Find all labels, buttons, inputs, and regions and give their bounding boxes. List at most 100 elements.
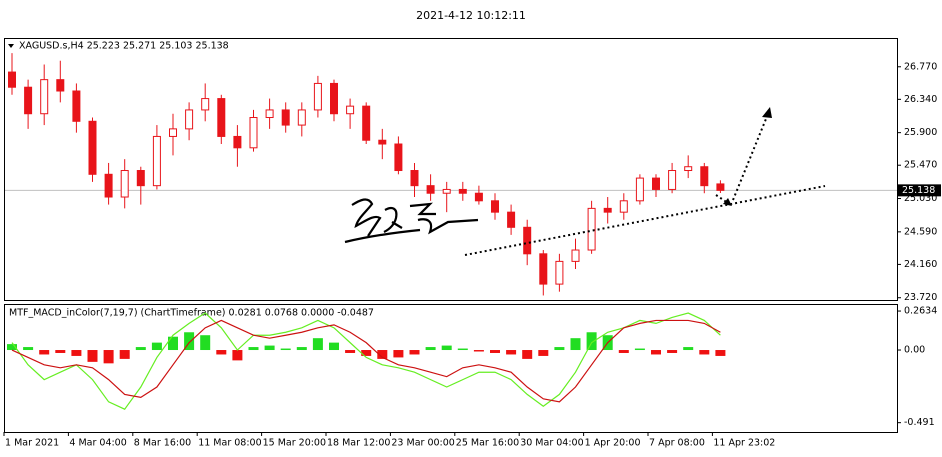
histogram-bar	[216, 350, 227, 355]
candle-body	[72, 90, 81, 122]
candle-body	[249, 117, 258, 149]
x-tick-label: 11 Apr 23:02	[713, 438, 775, 449]
indicator-header: MTF_MACD_inColor(7,19,7) (ChartTimeframe…	[9, 308, 374, 319]
indicator-pane	[4, 304, 898, 433]
histogram-bar	[441, 345, 452, 351]
histogram-bar	[490, 350, 500, 353]
candle-body	[603, 207, 612, 213]
candle-body	[169, 128, 177, 137]
histogram-bar	[264, 345, 275, 351]
histogram-bar	[119, 350, 130, 359]
candle-body	[362, 105, 371, 141]
x-tick-label: 7 Apr 08:00	[649, 438, 705, 449]
histogram-bar	[39, 350, 50, 355]
histogram-bar	[232, 350, 243, 361]
histogram-bar	[522, 350, 533, 359]
candle-body	[346, 105, 355, 115]
candle-body	[668, 170, 677, 190]
candle-body	[458, 188, 467, 194]
x-tick-label: 18 Mar 12:00	[327, 438, 390, 449]
candle-body	[8, 71, 16, 88]
trend-line	[464, 185, 826, 256]
histogram-bar	[506, 350, 517, 355]
histogram-bar	[634, 348, 645, 351]
candle-body	[474, 192, 483, 202]
histogram-bar	[345, 350, 356, 353]
y-tick-label: 25.900	[904, 127, 937, 138]
histogram-bar	[135, 347, 146, 351]
candle-body	[635, 177, 644, 202]
histogram-bar	[715, 350, 726, 356]
candle-body	[104, 173, 113, 198]
x-tick-label: 15 Mar 20:00	[263, 438, 326, 449]
arrow-line	[732, 113, 769, 201]
macd-line	[11, 319, 721, 403]
candle-body	[619, 200, 628, 213]
y-tick-label: 24.160	[904, 259, 937, 270]
histogram-bar	[151, 342, 162, 351]
arrow-head	[762, 107, 772, 118]
histogram-bar	[377, 350, 388, 359]
y-tick-label: 25.030	[904, 193, 937, 204]
x-tick-label: 25 Mar 16:00	[456, 438, 519, 449]
candle-body	[297, 109, 306, 126]
histogram-bar	[87, 350, 98, 362]
y-tick-label: 0.00	[904, 345, 925, 356]
y-tick-label: 23.720	[904, 292, 937, 303]
y-tick-label: 25.470	[904, 160, 937, 171]
histogram-bar	[393, 350, 404, 358]
histogram-bar	[570, 338, 581, 351]
candle-body	[684, 166, 693, 172]
last-price-box	[898, 184, 941, 197]
histogram-bar	[248, 347, 259, 351]
candle-body	[507, 211, 516, 228]
histogram-bar	[200, 335, 211, 351]
candle-body	[491, 200, 499, 213]
candle-body	[539, 253, 548, 285]
candle-body	[185, 109, 194, 130]
histogram-bar	[168, 336, 178, 351]
candle-body	[40, 79, 49, 115]
candle-body	[410, 170, 419, 187]
histogram-bar	[280, 348, 291, 351]
candle-body	[330, 82, 338, 115]
candle-body	[152, 135, 161, 187]
histogram-bar	[651, 350, 661, 355]
candle-body	[201, 98, 210, 111]
candle-body	[700, 166, 709, 187]
histogram-bar	[296, 347, 307, 351]
histogram-bar	[329, 342, 339, 351]
y-tick-label: -0.491	[904, 417, 935, 428]
x-tick-label: 23 Mar 00:00	[391, 438, 454, 449]
histogram-bar	[312, 338, 323, 351]
histogram-bar	[473, 350, 484, 352]
candle-body	[394, 143, 403, 172]
histogram-bar	[103, 350, 114, 364]
x-tick-label: 8 Mar 16:00	[134, 438, 191, 449]
histogram-bar	[361, 350, 372, 356]
macd-line	[11, 312, 721, 410]
pane-menu-icon	[8, 44, 14, 48]
last-price-label: 25.138	[902, 185, 935, 196]
signature	[344, 198, 479, 244]
candle-body	[313, 82, 322, 111]
y-tick-label: 26.340	[904, 94, 937, 105]
candle-body	[24, 86, 33, 115]
histogram-bar	[538, 350, 549, 356]
histogram-bar	[55, 350, 66, 353]
candle-body	[555, 260, 564, 285]
price-pane	[4, 38, 898, 301]
candle-body	[442, 188, 451, 194]
histogram-bar	[699, 350, 710, 355]
candle-body	[426, 185, 435, 194]
x-tick-label: 4 Mar 04:00	[69, 438, 126, 449]
chart-title: 2021-4-12 10:12:11	[416, 9, 526, 22]
histogram-bar	[667, 350, 678, 353]
arrow-head	[723, 198, 732, 206]
histogram-bar	[683, 347, 694, 351]
candle-body	[587, 207, 596, 251]
candle-body	[88, 120, 97, 175]
y-tick-label: 0.2634	[904, 306, 937, 317]
